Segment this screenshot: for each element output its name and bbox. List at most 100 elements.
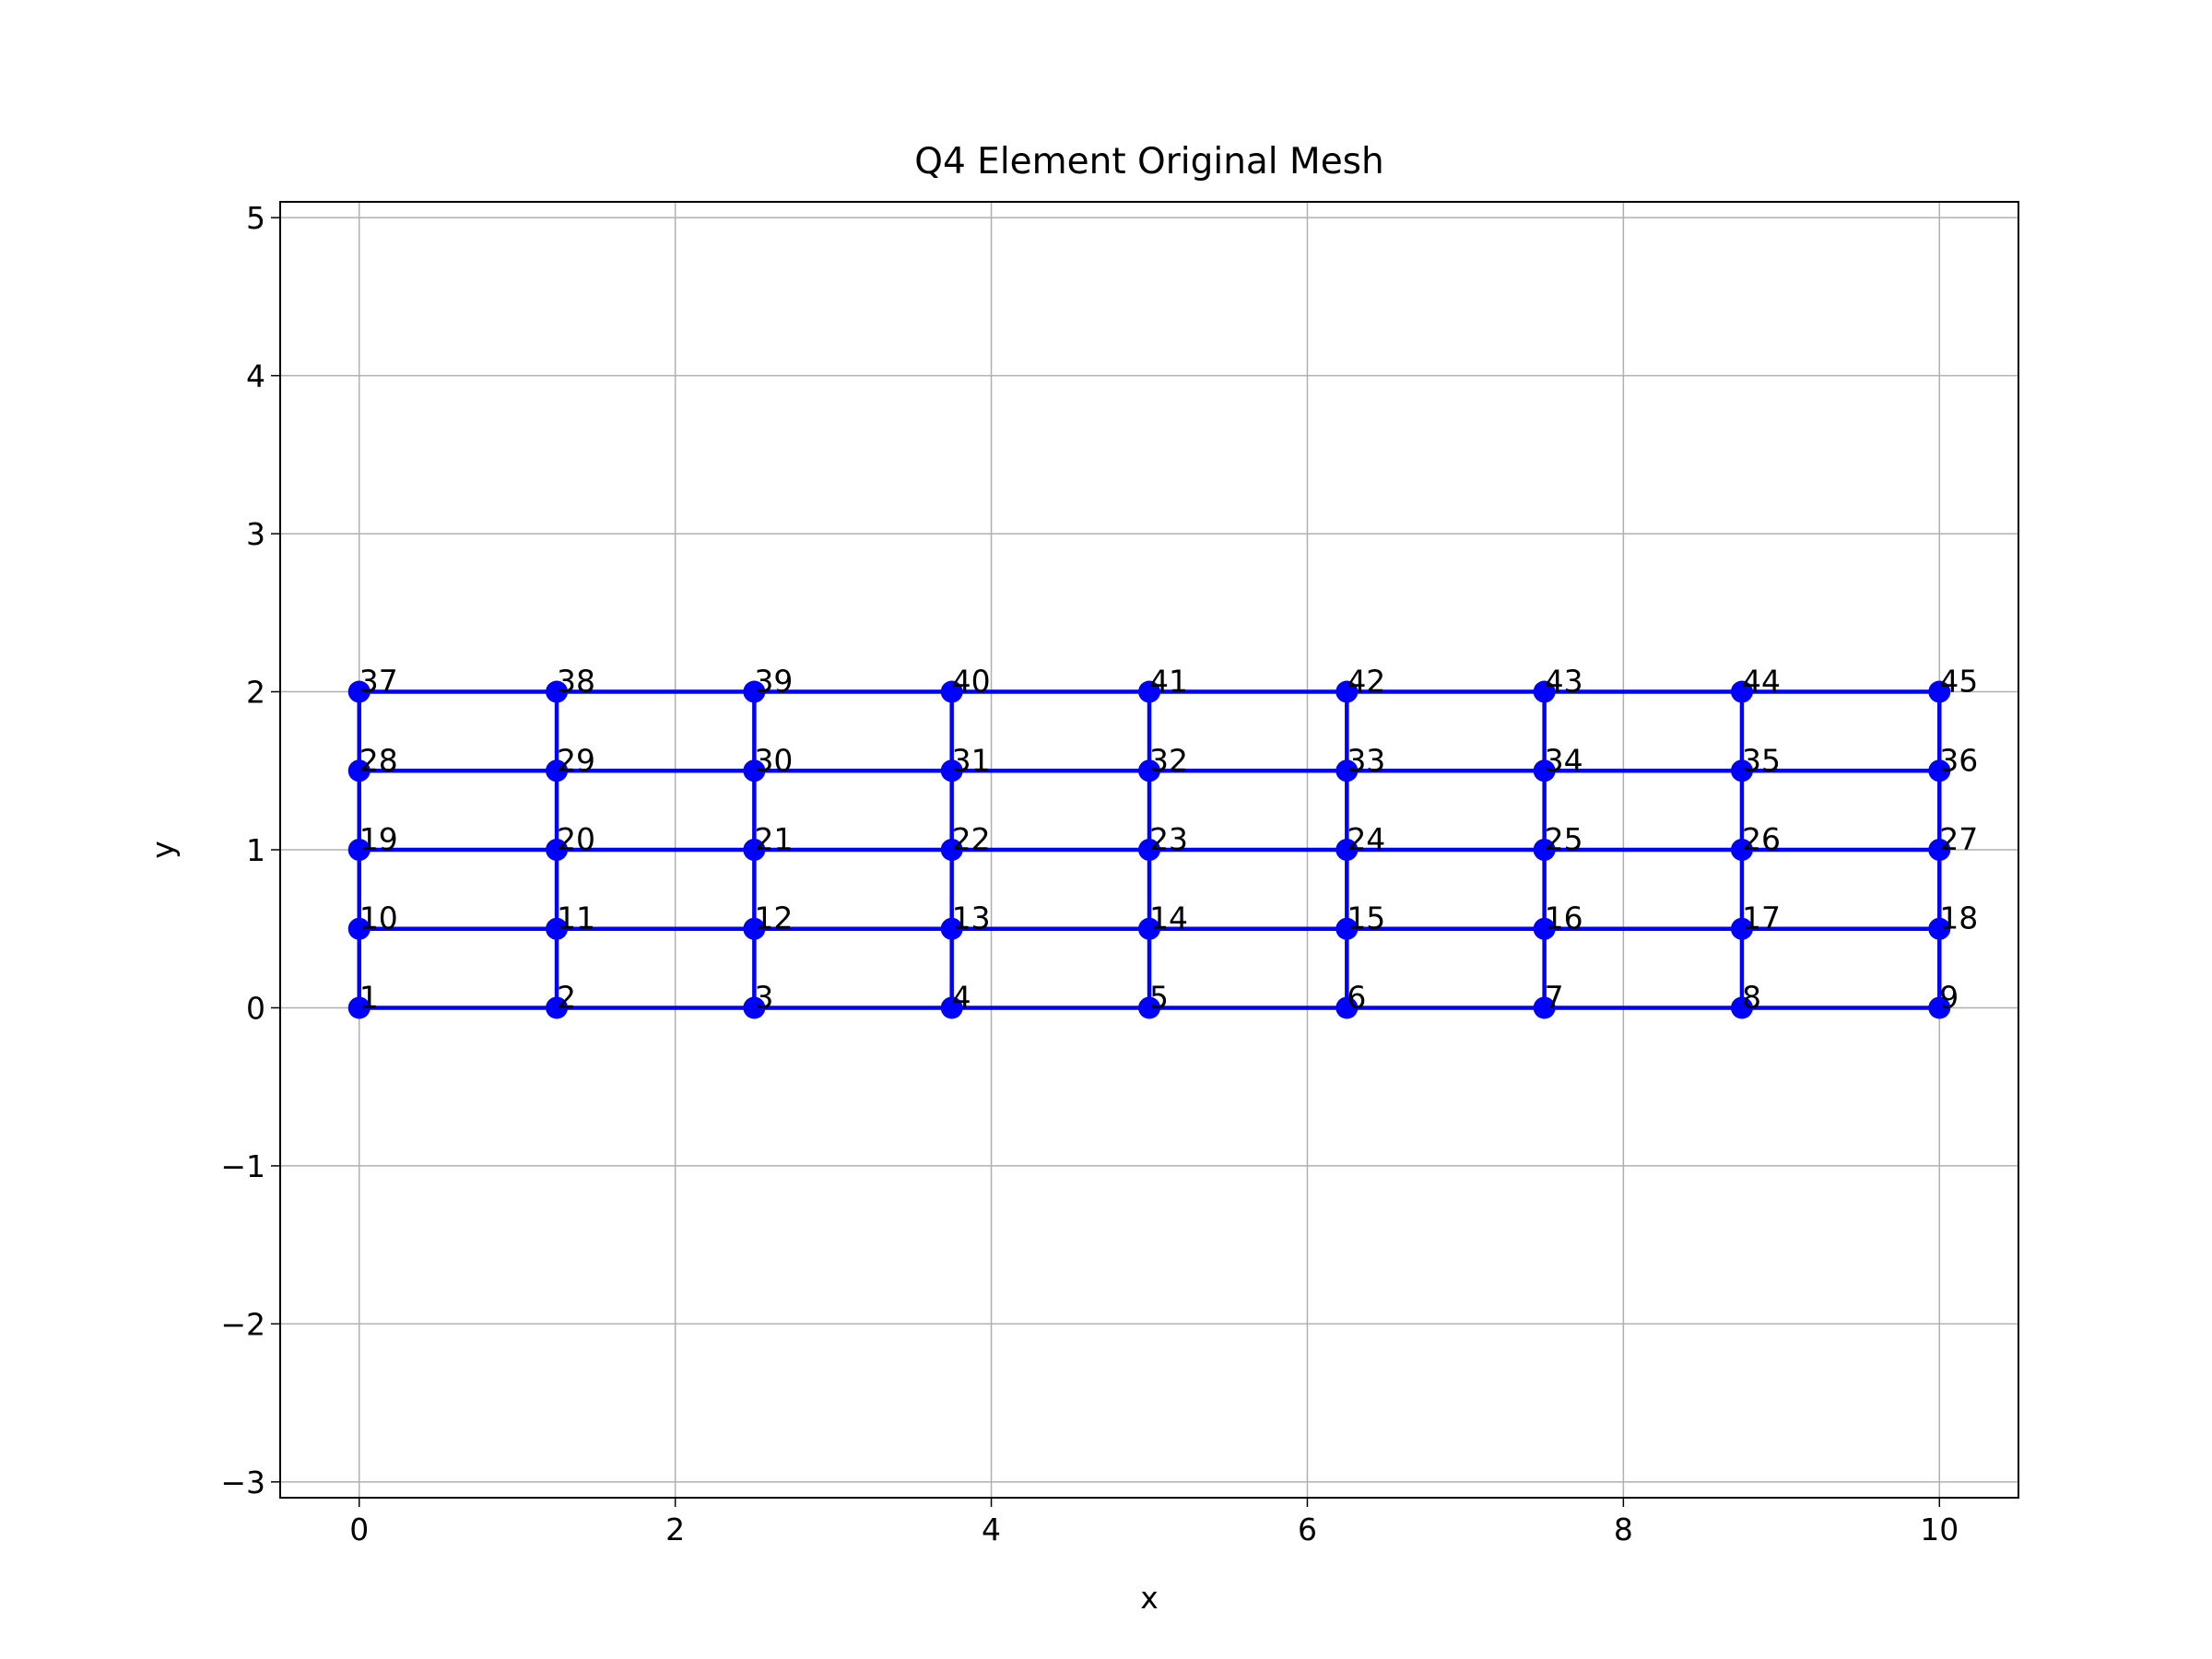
y-tick-label: 2 xyxy=(246,675,265,711)
node xyxy=(1138,680,1160,703)
node xyxy=(1335,917,1359,940)
node xyxy=(1533,996,1556,1019)
node-label: 25 xyxy=(1545,821,1583,857)
node xyxy=(546,917,569,940)
chart-title: Q4 Element Original Mesh xyxy=(914,141,1383,182)
x-tick-label: 10 xyxy=(1920,1512,1959,1547)
node-label: 14 xyxy=(1149,900,1188,936)
node-label: 15 xyxy=(1347,900,1385,936)
node-label: 37 xyxy=(359,664,398,700)
y-tick-label: 3 xyxy=(246,516,265,552)
node-label: 16 xyxy=(1545,900,1583,936)
node-label: 32 xyxy=(1149,742,1188,778)
node-label: 38 xyxy=(557,664,595,700)
node xyxy=(1928,759,1951,782)
node-label: 36 xyxy=(1939,742,1978,778)
node xyxy=(1730,680,1753,703)
y-tick-label: 4 xyxy=(246,359,265,394)
y-tick-label: −1 xyxy=(220,1148,265,1184)
node xyxy=(1138,996,1160,1019)
node-label: 42 xyxy=(1347,664,1385,700)
node-label: 1 xyxy=(359,979,379,1015)
x-tick-label: 8 xyxy=(1614,1512,1633,1547)
y-tick-label: 0 xyxy=(246,990,265,1026)
x-tick-label: 2 xyxy=(665,1512,685,1547)
x-axis-label: x xyxy=(1140,1580,1159,1616)
node-label: 9 xyxy=(1939,979,1959,1015)
node xyxy=(743,759,766,782)
y-tick-label: −3 xyxy=(220,1465,265,1500)
node xyxy=(940,759,963,782)
node xyxy=(1335,996,1359,1019)
plot-frame xyxy=(279,201,2019,1499)
node xyxy=(546,759,569,782)
node xyxy=(743,996,766,1019)
node-label: 10 xyxy=(359,900,398,936)
node-label: 17 xyxy=(1742,900,1781,936)
node xyxy=(940,839,963,861)
node xyxy=(940,917,963,940)
node xyxy=(1335,839,1359,861)
node-label: 18 xyxy=(1939,900,1978,936)
node xyxy=(1928,680,1951,703)
node xyxy=(1533,680,1556,703)
node-label: 20 xyxy=(557,821,595,857)
x-tick-label: 4 xyxy=(982,1512,1001,1547)
node xyxy=(1730,839,1753,861)
node-label: 35 xyxy=(1742,742,1781,778)
node-label: 43 xyxy=(1545,664,1583,700)
x-tick-label: 6 xyxy=(1298,1512,1317,1547)
node xyxy=(743,839,766,861)
node-label: 28 xyxy=(359,742,398,778)
node-label: 22 xyxy=(952,821,991,857)
node xyxy=(546,680,569,703)
node xyxy=(1928,839,1951,861)
node xyxy=(743,680,766,703)
y-tick-label: 5 xyxy=(246,200,265,236)
node-label: 13 xyxy=(952,900,991,936)
node-label: 33 xyxy=(1347,742,1385,778)
node xyxy=(940,680,963,703)
node-label: 12 xyxy=(754,900,793,936)
node-label: 31 xyxy=(952,742,991,778)
node-label: 23 xyxy=(1149,821,1188,857)
node-label: 44 xyxy=(1742,664,1781,700)
node-label: 3 xyxy=(754,979,773,1015)
y-tick-label: 1 xyxy=(246,832,265,868)
node xyxy=(347,680,371,703)
node-label: 45 xyxy=(1939,664,1978,700)
node xyxy=(347,917,371,940)
node-label: 40 xyxy=(952,664,991,700)
node xyxy=(347,759,371,782)
node-label: 39 xyxy=(754,664,793,700)
node xyxy=(1138,917,1160,940)
node xyxy=(1928,996,1951,1019)
node-label: 30 xyxy=(754,742,793,778)
node xyxy=(347,996,371,1019)
node xyxy=(1138,839,1160,861)
node xyxy=(1533,839,1556,861)
node xyxy=(1335,759,1359,782)
node-label: 34 xyxy=(1545,742,1583,778)
node-label: 5 xyxy=(1149,979,1169,1015)
node-label: 11 xyxy=(557,900,595,936)
node xyxy=(347,839,371,861)
node xyxy=(1730,917,1753,940)
node xyxy=(1533,917,1556,940)
node-label: 29 xyxy=(557,742,595,778)
node-label: 2 xyxy=(557,979,576,1015)
y-axis-label: y xyxy=(145,841,181,859)
node-label: 6 xyxy=(1347,979,1366,1015)
x-tick-label: 0 xyxy=(349,1512,369,1547)
node-label: 26 xyxy=(1742,821,1781,857)
node-label: 24 xyxy=(1347,821,1385,857)
node-label: 7 xyxy=(1545,979,1564,1015)
node xyxy=(1730,759,1753,782)
node-label: 41 xyxy=(1149,664,1188,700)
node xyxy=(546,996,569,1019)
node-label: 4 xyxy=(952,979,971,1015)
node-label: 8 xyxy=(1742,979,1761,1015)
